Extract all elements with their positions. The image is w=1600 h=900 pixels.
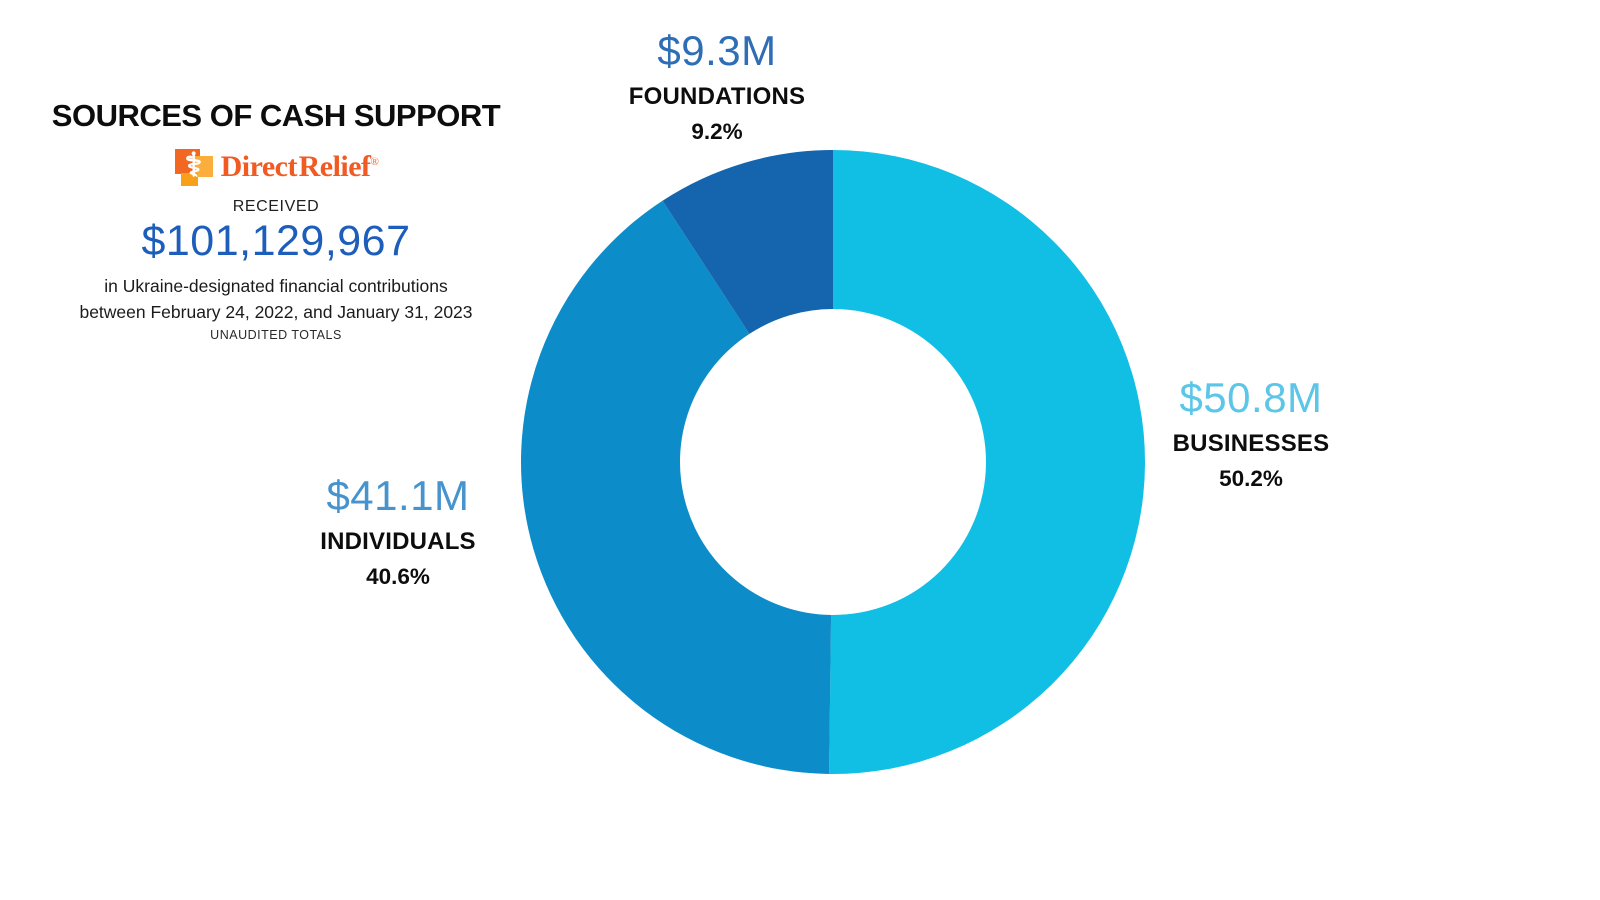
foundations-category: FOUNDATIONS [628, 83, 806, 111]
logo-brand-text: Direct Relief [220, 150, 371, 183]
businesses-category: BUSINESSES [1172, 430, 1330, 458]
individuals-percent: 40.6% [366, 564, 430, 590]
logo-wordmark: Direct Relief® [221, 150, 379, 184]
logo-square-yellow [180, 173, 198, 186]
businesses-percent: 50.2% [1219, 466, 1283, 492]
info-panel: SOURCES OF CASH SUPPORT ⚕ Direct Relief®… [40, 98, 512, 342]
direct-relief-logo: ⚕ Direct Relief® [40, 146, 512, 187]
donut-segment-individuals [521, 200, 832, 774]
total-amount: $101,129,967 [141, 217, 411, 265]
received-label: RECEIVED [232, 198, 320, 215]
page-title: SOURCES OF CASH SUPPORT [51, 98, 501, 133]
description: in Ukraine-designated financial contribu… [40, 273, 512, 325]
slice-label-businesses: $50.8M BUSINESSES 50.2% [1091, 374, 1411, 492]
logo-square-light-orange [193, 156, 213, 177]
businesses-value: $50.8M [1179, 374, 1323, 421]
donut-segment-businesses [829, 150, 1146, 774]
direct-relief-emblem-icon: ⚕ [174, 146, 214, 186]
unaudited-footnote: UNAUDITED TOTALS [210, 328, 342, 342]
individuals-category: INDIVIDUALS [320, 528, 476, 556]
description-line-1: in Ukraine-designated financial contribu… [104, 276, 448, 296]
donut-segment-foundations [662, 150, 833, 334]
individuals-value: $41.1M [326, 472, 470, 519]
description-line-2: between February 24, 2022, and January 3… [79, 302, 473, 322]
caduceus-icon: ⚕ [184, 146, 203, 183]
slice-label-individuals: $41.1M INDIVIDUALS 40.6% [238, 472, 558, 590]
registered-mark: ® [370, 156, 379, 168]
slice-label-foundations: $9.3M FOUNDATIONS 9.2% [557, 27, 877, 145]
foundations-value: $9.3M [657, 27, 777, 74]
foundations-percent: 9.2% [691, 119, 743, 145]
